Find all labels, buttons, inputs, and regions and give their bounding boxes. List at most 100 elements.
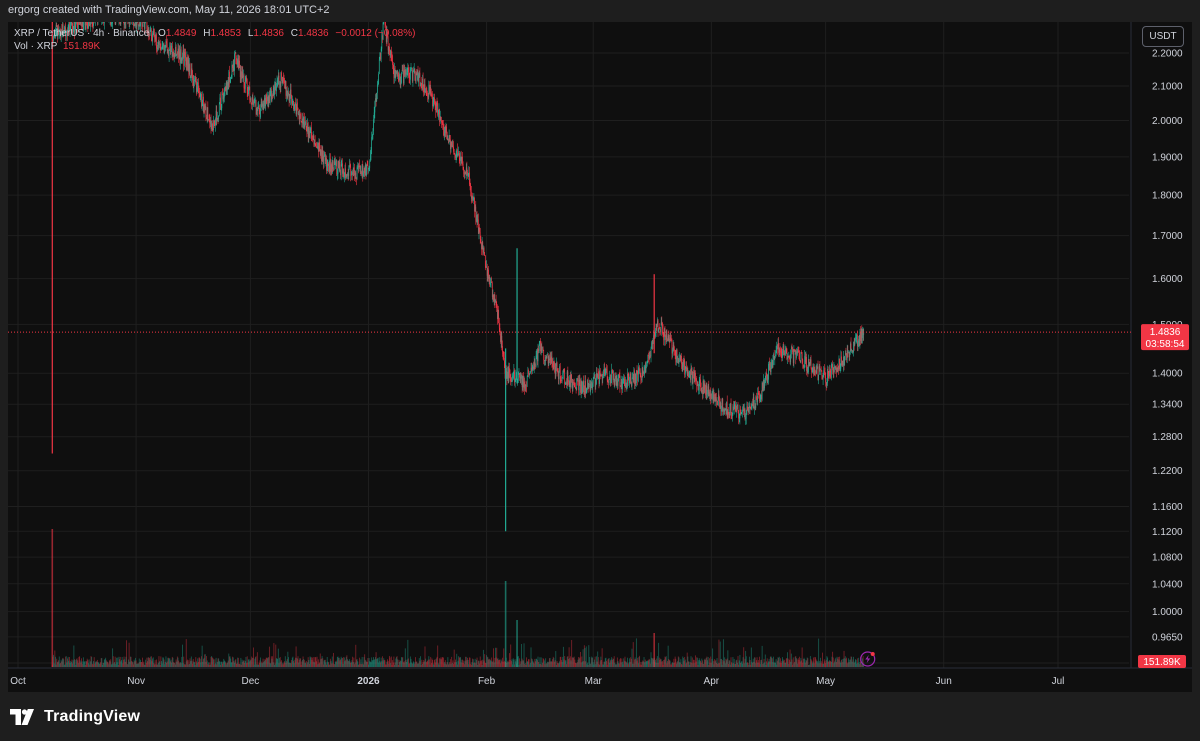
volume-bar	[831, 656, 833, 667]
volume-bar	[817, 663, 819, 667]
volume-bar	[103, 662, 105, 667]
volume-bar	[352, 656, 354, 667]
volume-bar	[138, 663, 140, 667]
candle-body	[670, 337, 672, 339]
candle-body	[158, 41, 160, 45]
candle-body	[178, 51, 180, 57]
candle-body	[497, 306, 498, 319]
volume-bar	[765, 664, 767, 667]
volume-bar	[581, 656, 583, 667]
volume-bar	[114, 662, 115, 667]
volume-legend[interactable]: Vol · XRP 151.89K	[14, 41, 100, 52]
volume-bar	[652, 658, 654, 667]
volume-bar	[641, 664, 642, 667]
chart-pane[interactable]: 0.93000.96501.00001.04001.08001.12001.16…	[8, 22, 1192, 692]
candle-body	[588, 384, 590, 389]
volume-bar	[823, 659, 825, 667]
candle-body	[743, 409, 745, 413]
candle-body	[847, 350, 849, 353]
volume-bar	[633, 663, 635, 667]
volume-bar	[365, 660, 367, 667]
candle-body	[697, 381, 698, 386]
volume-bar	[260, 657, 261, 667]
volume-bar	[171, 656, 173, 667]
volume-bar	[738, 664, 740, 667]
volume-bar	[834, 661, 835, 667]
candle-body	[480, 238, 482, 243]
volume-bar	[600, 656, 602, 667]
candle-body	[187, 60, 189, 70]
candle-body	[763, 379, 765, 389]
volume-bar	[412, 663, 414, 667]
top-bar: ergorg created with TradingView.com, May…	[0, 0, 1200, 22]
volume-bar	[558, 663, 560, 667]
candle-body	[334, 161, 336, 165]
candle-body	[264, 98, 266, 107]
chart-svg[interactable]: 0.93000.96501.00001.04001.08001.12001.16…	[8, 22, 1192, 692]
volume-bar	[486, 656, 488, 667]
volume-bar	[491, 662, 493, 667]
volume-bar	[592, 662, 594, 667]
symbol-legend[interactable]: XRP / TetherUS · 4h · Binance O1.4849 H1…	[14, 28, 415, 39]
candle-body	[443, 123, 444, 131]
candle-body	[702, 381, 704, 394]
volume-bar	[743, 647, 745, 667]
candle-body	[284, 81, 286, 89]
candle-body	[728, 414, 730, 416]
candle-body	[839, 368, 841, 370]
candle-body	[511, 378, 513, 383]
candle-body	[546, 354, 548, 359]
volume-bar	[780, 663, 782, 667]
volume-bar	[96, 661, 98, 667]
candle-body	[195, 78, 197, 82]
candle-body	[338, 160, 339, 168]
candle-body	[836, 367, 838, 372]
candle-body	[683, 360, 685, 365]
candle-body	[547, 354, 548, 355]
volume-bar	[333, 652, 335, 667]
candle-body	[562, 373, 564, 378]
candle-body	[524, 384, 526, 389]
volume-bar	[174, 662, 176, 667]
candle-body	[275, 84, 277, 92]
volume-title[interactable]: Vol · XRP	[14, 41, 58, 52]
candle-body	[637, 373, 639, 381]
volume-bar	[464, 660, 466, 667]
candle-body	[523, 381, 525, 388]
volume-bar	[245, 656, 247, 667]
volume-bar	[490, 661, 492, 667]
volume-bar	[188, 663, 190, 667]
volume-bar	[606, 660, 608, 667]
volume-bar	[663, 659, 665, 667]
volume-bar	[759, 664, 761, 667]
brand[interactable]: TradingView	[10, 708, 140, 726]
volume-bar	[628, 658, 630, 667]
volume-bar	[325, 662, 327, 667]
candle-body	[726, 401, 727, 414]
volume-bar	[524, 663, 526, 667]
symbol-title[interactable]: XRP / TetherUS · 4h · Binance	[14, 28, 150, 39]
volume-bar	[110, 664, 112, 667]
volume-bar	[828, 660, 830, 667]
volume-bar	[801, 660, 802, 667]
candle-body	[291, 95, 293, 104]
volume-bar	[357, 664, 359, 667]
volume-bar	[234, 662, 235, 667]
candle-body	[72, 30, 74, 34]
volume-bar	[305, 662, 307, 667]
candle-body	[477, 219, 479, 223]
volume-bar	[519, 658, 521, 667]
volume-bar	[576, 662, 578, 667]
volume-bar	[790, 661, 792, 667]
volume-bar	[533, 662, 535, 667]
candle-body	[467, 173, 469, 176]
currency-button[interactable]: USDT	[1142, 26, 1184, 47]
candle-body	[445, 126, 447, 133]
volume-bar	[503, 660, 505, 667]
volume-bar	[271, 658, 273, 667]
volume-bar	[518, 664, 520, 667]
volume-bar	[587, 664, 589, 667]
candle-body	[447, 139, 449, 140]
candle-body	[408, 71, 410, 79]
volume-bar	[785, 658, 787, 667]
